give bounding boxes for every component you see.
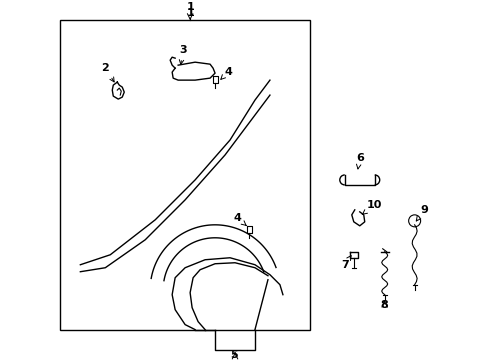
Bar xyxy=(60,20,310,330)
Text: 1: 1 xyxy=(186,2,194,12)
Text: 8: 8 xyxy=(381,300,389,310)
Text: 6: 6 xyxy=(356,153,364,169)
Text: 4: 4 xyxy=(221,67,232,80)
Text: 2: 2 xyxy=(101,63,114,82)
Text: 3: 3 xyxy=(179,45,187,64)
Text: 5: 5 xyxy=(230,350,238,360)
Text: 7: 7 xyxy=(341,256,351,270)
Text: 1: 1 xyxy=(186,8,194,18)
Text: 10: 10 xyxy=(362,200,382,215)
Text: 4: 4 xyxy=(233,213,246,225)
Text: 9: 9 xyxy=(416,205,429,221)
